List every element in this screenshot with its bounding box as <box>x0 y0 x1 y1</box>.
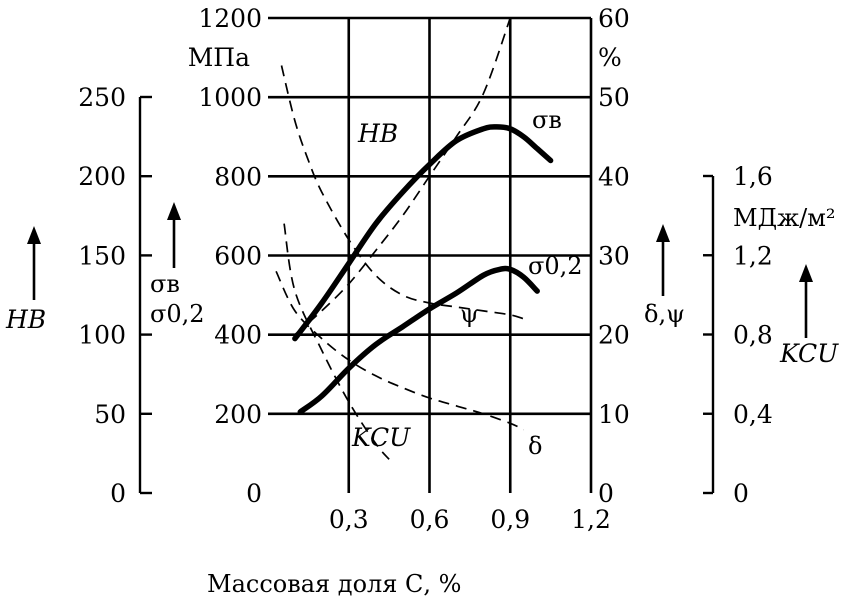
hb-tick-label: 250 <box>78 83 126 112</box>
strength-axis-arrow-icon <box>167 202 181 268</box>
kcu-axis-arrow-icon <box>799 264 813 338</box>
strength-tick-label: 1200 <box>198 4 262 33</box>
x-tick-label: 1,2 <box>571 505 611 534</box>
hb-tick-label: 200 <box>78 162 126 191</box>
delta-curve-label: δ <box>528 432 542 460</box>
strength-axis-title-top: σв <box>150 270 180 298</box>
psi-curve-label: ψ <box>460 300 479 328</box>
plot-grid: 0,3 0,6 0,9 1,20200400600800100012000102030… <box>198 4 629 534</box>
x-axis-title: Массовая доля С, % <box>207 570 461 598</box>
curves <box>275 17 554 460</box>
hb-tick-label: 100 <box>78 321 126 350</box>
sigma-b-curve-label: σв <box>532 106 562 134</box>
percent-tick-label: 60 <box>598 4 630 33</box>
kcu-tick-label: 0,4 <box>733 400 773 429</box>
percent-axis-arrow-icon <box>656 224 670 296</box>
hb-axis-title: HB <box>5 305 46 334</box>
percent-tick-label: 0 <box>598 479 614 508</box>
strength-tick-label: 0 <box>246 479 262 508</box>
strength-axis-unit: МПа <box>188 43 250 72</box>
kcu-tick-label: 1,6 <box>733 162 773 191</box>
hb-curve <box>294 17 512 336</box>
sigma-b-curve <box>292 124 554 342</box>
strength-tick-label: 400 <box>214 321 262 350</box>
strength-tick-label: 600 <box>214 242 262 271</box>
kcu-axis-title: KCU <box>779 339 839 368</box>
kcu-curve <box>283 223 390 460</box>
hb-tick-label: 50 <box>94 400 126 429</box>
percent-tick-label: 40 <box>598 162 630 191</box>
percent-axis-title: δ,ψ <box>644 300 685 328</box>
percent-tick-label: 30 <box>598 242 630 271</box>
hb-tick-label: 0 <box>110 479 126 508</box>
kcu-tick-label: 0,8 <box>733 321 773 350</box>
hb-axis-arrow-icon <box>27 226 41 300</box>
kcu-tick-label: 0 <box>733 479 749 508</box>
x-tick-label: 0,9 <box>490 505 530 534</box>
strength-tick-label: 1000 <box>198 83 262 112</box>
x-tick-label: 0,6 <box>410 505 450 534</box>
percent-axis-unit: % <box>598 43 622 72</box>
hb-tick-label: 150 <box>78 241 126 270</box>
percent-tick-label: 50 <box>598 83 630 112</box>
strength-axis-title-bottom: σ0,2 <box>150 300 205 328</box>
hb-curve-label: HB <box>357 119 398 148</box>
sigma-02-curve-label: σ0,2 <box>528 252 583 280</box>
strength-tick-label: 800 <box>214 162 262 191</box>
percent-tick-label: 10 <box>598 400 630 429</box>
kcu-tick-label: 1,2 <box>733 241 773 270</box>
kcu-curve-label: KCU <box>351 423 411 452</box>
sigma-02-curve <box>297 265 540 415</box>
kcu-axis-unit: МДж/м² <box>733 204 836 232</box>
x-tick-label: 0,3 <box>329 505 369 534</box>
strength-tick-label: 200 <box>214 400 262 429</box>
delta-curve <box>275 270 525 431</box>
psi-curve <box>280 65 524 320</box>
percent-tick-label: 20 <box>598 321 630 350</box>
